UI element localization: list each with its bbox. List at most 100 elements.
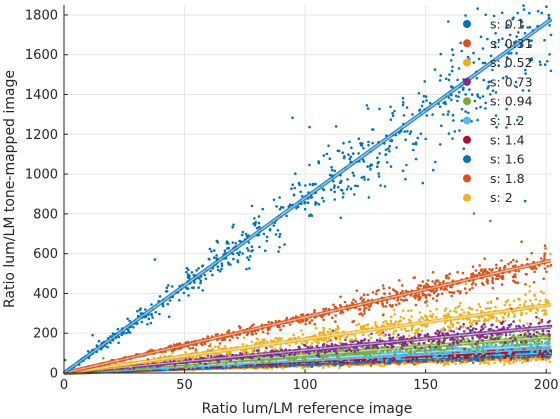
data-point: [370, 332, 373, 336]
data-point: [465, 356, 468, 360]
data-point: [548, 360, 552, 364]
data-point: [509, 337, 512, 340]
data-point: [466, 337, 469, 341]
data-point: [521, 356, 524, 360]
data-point: [307, 352, 311, 355]
data-point: [453, 338, 457, 341]
data-point: [526, 359, 530, 362]
data-point: [455, 341, 459, 344]
data-point: [345, 349, 349, 353]
data-point: [301, 366, 305, 370]
data-point: [504, 333, 508, 337]
data-point: [537, 347, 541, 350]
data-point: [508, 333, 512, 337]
data-point: [475, 322, 478, 325]
data-point: [517, 334, 520, 337]
data-point: [388, 333, 391, 337]
data-point: [413, 351, 416, 355]
data-point: [448, 343, 452, 346]
data-point: [516, 342, 519, 346]
data-point: [301, 359, 305, 363]
data-point: [458, 359, 462, 363]
data-point: [540, 349, 544, 353]
data-point: [541, 352, 545, 356]
data-point: [377, 360, 380, 364]
data-point: [401, 343, 404, 347]
data-point: [547, 329, 551, 333]
data-point: [293, 357, 296, 361]
data-point: [372, 346, 375, 349]
data-point: [509, 357, 513, 360]
data-point: [507, 324, 511, 327]
data-point: [398, 362, 401, 365]
data-point: [370, 336, 373, 340]
data-point: [437, 343, 440, 346]
data-point: [475, 352, 478, 356]
data-point: [372, 359, 375, 363]
data-point: [526, 348, 529, 352]
data-point: [423, 334, 427, 337]
data-point: [381, 365, 384, 368]
data-point: [475, 358, 478, 362]
data-point: [388, 361, 392, 365]
data-point: [356, 348, 360, 352]
data-point: [229, 358, 232, 362]
data-point: [478, 336, 481, 340]
data-point: [523, 359, 527, 362]
data-point: [541, 358, 544, 361]
data-point: [323, 351, 327, 354]
data-point: [520, 361, 524, 364]
data-point: [402, 335, 406, 338]
data-point: [463, 351, 466, 355]
data-point: [512, 320, 515, 323]
data-point: [461, 360, 464, 364]
data-point: [497, 350, 500, 353]
data-point: [493, 361, 496, 365]
data-point: [446, 332, 449, 335]
data-point: [453, 345, 457, 349]
data-point: [257, 357, 261, 361]
data-point: [310, 365, 314, 368]
data-point: [541, 329, 545, 333]
data-point: [483, 336, 486, 339]
data-point: [453, 354, 457, 358]
data-point: [463, 330, 466, 333]
data-point: [471, 361, 475, 365]
data-point: [347, 359, 350, 362]
data-point: [442, 363, 446, 367]
data-point: [503, 363, 506, 366]
data-point: [342, 361, 346, 364]
data-point: [529, 344, 533, 348]
data-point: [428, 345, 431, 348]
data-point: [386, 362, 389, 365]
data-point: [523, 333, 526, 337]
data-point: [378, 352, 381, 355]
data-point: [523, 357, 527, 360]
data-point: [490, 337, 494, 340]
data-point: [474, 342, 477, 346]
data-point: [304, 358, 307, 361]
data-point: [316, 353, 319, 357]
data-point: [389, 315, 393, 319]
data-point: [504, 341, 507, 344]
data-point: [395, 356, 398, 360]
data-point: [411, 357, 415, 360]
data-point: [491, 323, 494, 327]
data-point: [322, 342, 326, 346]
data-point: [416, 349, 420, 352]
data-point: [450, 329, 453, 333]
data-point: [443, 339, 446, 342]
data-point: [542, 348, 546, 351]
data-point: [279, 354, 283, 358]
data-point: [451, 355, 455, 359]
data-point: [459, 361, 462, 365]
data-point: [466, 359, 469, 363]
data-point: [338, 356, 341, 360]
data-point: [441, 359, 444, 363]
data-point: [422, 360, 426, 363]
data-point: [532, 333, 536, 336]
data-point: [436, 351, 440, 355]
data-point: [436, 356, 440, 360]
data-point: [482, 351, 485, 355]
data-point: [348, 347, 351, 351]
